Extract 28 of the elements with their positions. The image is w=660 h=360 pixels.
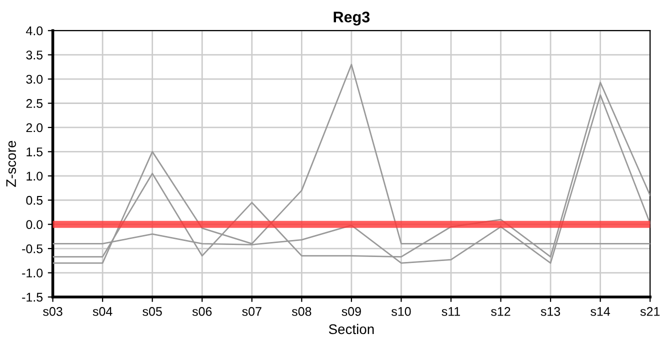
y-tick-label: 1.5 (26, 148, 43, 156)
x-tick-label: s14 (590, 307, 610, 316)
y-tick-label: 2.0 (26, 123, 43, 132)
y-tick-label: 2.5 (26, 99, 43, 108)
x-tick-label: s10 (391, 307, 411, 316)
x-tick-label: s08 (292, 307, 312, 316)
x-tick-label: s09 (342, 307, 361, 316)
y-tick-label: 1.0 (26, 172, 43, 181)
y-tick-label: -1.0 (22, 268, 43, 278)
y-axis-title: Z-score (6, 140, 16, 187)
x-tick-label: s21 (640, 307, 660, 316)
y-tick-label: -1.5 (22, 292, 43, 302)
x-tick-label: s11 (442, 307, 460, 316)
x-tick-label: s05 (142, 307, 162, 316)
y-tick-label: 4.0 (26, 26, 43, 36)
y-tick-label: 0.0 (26, 220, 43, 229)
x-axis-title: Section (328, 324, 374, 334)
x-tick-label: s04 (92, 307, 112, 316)
x-tick-label: s13 (540, 307, 560, 316)
y-tick-label: 3.5 (26, 50, 43, 60)
x-tick-label: s12 (491, 307, 510, 316)
x-tick-label: s07 (242, 307, 262, 316)
chart-title: Reg3 (334, 12, 370, 26)
y-tick-label: -0.5 (22, 244, 43, 254)
y-tick-label: 3.0 (26, 74, 43, 84)
y-tick-label: 0.5 (26, 196, 43, 205)
x-tick-label: s06 (192, 307, 212, 316)
x-tick-label: s03 (43, 307, 62, 316)
